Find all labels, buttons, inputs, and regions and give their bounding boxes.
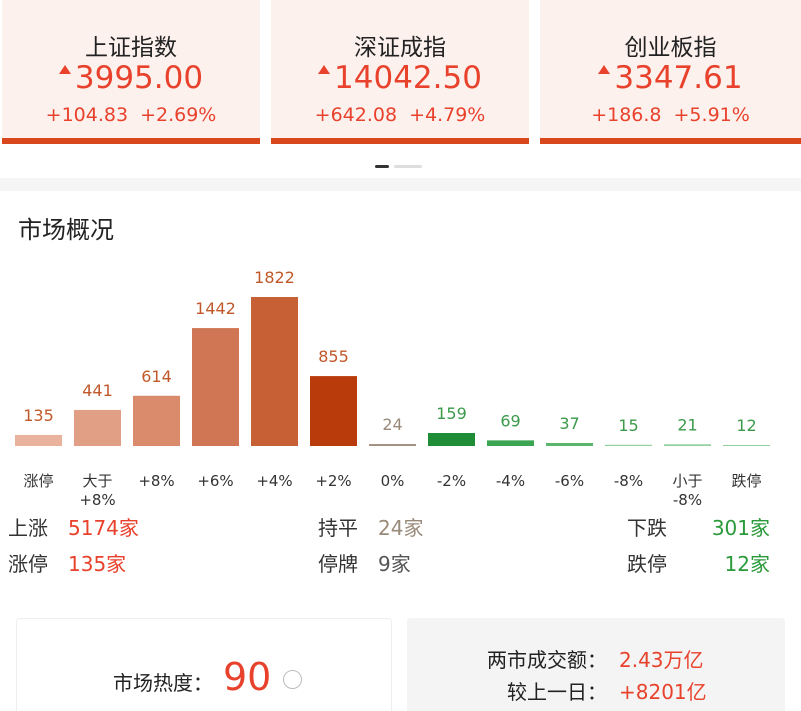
bar [15,434,62,446]
category-label: -2% [436,472,467,490]
turnover-value: +8201亿 [619,680,707,704]
stat-value: 135家 [68,552,127,576]
turnover-label: 两市成交额： [487,648,607,672]
bar [74,409,121,446]
category-label: +6% [197,472,234,490]
value-label: 855 [318,347,349,366]
bar [192,328,239,446]
bar [546,442,593,446]
bar [723,445,770,446]
value-label: 441 [82,381,113,400]
index-card[interactable]: 深证成指 14042.50 +642.08 +4.79% [271,0,529,144]
stat-value: 24家 [378,516,424,540]
card-bar [271,138,529,144]
stat-label: 持平 [318,516,358,540]
index-card[interactable]: 上证指数 3995.00 +104.83 +2.69% [2,0,260,144]
bar [428,432,475,446]
category-label: +4% [256,472,293,490]
value-label: 12 [736,416,756,435]
stat-label: 下跌 [627,516,667,540]
bar [664,444,711,446]
change: +642.08 [314,104,398,126]
bar [605,444,652,446]
turnover-value: 2.43万亿 [619,648,704,672]
heat-value: 90 [223,655,272,699]
value-label: 24 [382,415,402,434]
turnover-label: 较上一日： [507,680,607,704]
value-label: 135 [23,406,54,425]
bar [369,444,416,446]
change: +186.8 [591,104,662,126]
index-value: 3995.00 [2,60,260,96]
value-label: 1822 [254,268,295,287]
value-label: 37 [559,414,579,433]
bar [487,440,534,446]
bar [251,297,298,446]
page-dot [394,165,422,168]
category-label: 跌停 [731,472,762,490]
category-label: 小于 -8% [672,472,703,509]
change-pct: +2.69% [140,104,217,126]
stat-label: 停牌 [318,552,358,576]
stat-label: 上涨 [8,516,48,540]
stat-value: 5174家 [68,516,139,540]
heat-label: 市场热度： [113,671,213,695]
turnover-card: 两市成交额： 2.43万亿 较上一日： +8201亿 [407,618,785,711]
value-label: 15 [618,416,638,435]
stat-value: 12家 [724,552,770,576]
stat-label: 涨停 [8,552,48,576]
value-label: 614 [141,367,172,386]
index-name: 上证指数 [85,35,177,61]
change: +104.83 [45,104,129,126]
value-label: 1442 [195,299,236,318]
category-label: -4% [495,472,526,490]
index-card[interactable]: 创业板指 3347.61 +186.8 +5.91% [540,0,801,144]
change-pct: +5.91% [673,104,750,126]
separator [0,178,801,191]
change-pct: +4.79% [409,104,486,126]
value-label: 159 [436,404,467,423]
category-label: -6% [554,472,585,490]
category-label: +2% [315,472,352,490]
index-name: 深证成指 [354,35,446,61]
card-bar [2,138,260,144]
index-change: +642.08 +4.79% [271,104,529,126]
bar [310,376,357,446]
index-value: 14042.50 [271,60,529,96]
category-label: -8% [613,472,644,490]
help-icon[interactable] [283,670,302,689]
value-label: 21 [677,415,697,434]
stat-value: 301家 [711,516,770,540]
card-bar [540,138,801,144]
stat-label: 跌停 [627,552,667,576]
bar [133,395,180,446]
category-label: 大于 +8% [79,472,116,509]
value-label: 69 [500,411,520,430]
category-label: 涨停 [23,472,54,490]
index-value: 3347.61 [540,60,801,96]
chart: 135 441 614 1442 1822 855 24 159 69 37 15 21 12 [15,268,770,446]
category-label: +8% [138,472,175,490]
page-dot [375,165,389,168]
heat-card[interactable]: 市场热度： 90 [16,618,392,711]
index-change: +186.8 +5.91% [540,104,801,126]
stat-value: 9家 [378,552,411,576]
section-title: 市场概况 [18,216,114,244]
index-name: 创业板指 [624,35,717,61]
index-change: +104.83 +2.69% [2,104,260,126]
category-label: 0% [380,472,405,490]
